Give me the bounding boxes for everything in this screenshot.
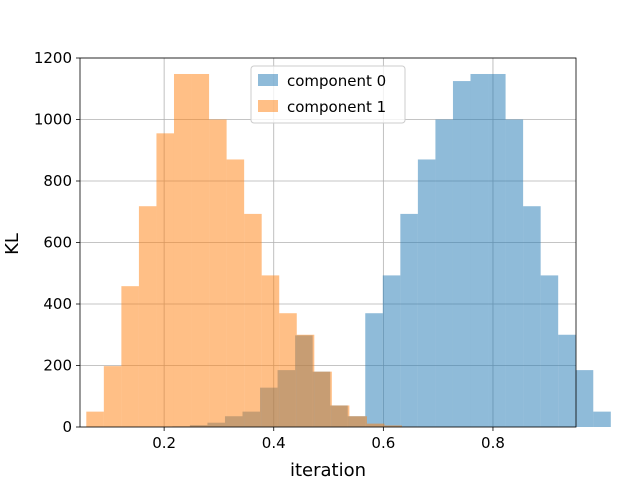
histogram-bar-component-0 (470, 73, 489, 428)
histogram-bar-component-0 (575, 370, 594, 427)
histogram-bar-component-1 (209, 119, 227, 427)
histogram-bar-component-1 (296, 334, 315, 427)
y-tick-label: 600 (43, 234, 72, 252)
histogram-bar-component-0 (417, 159, 436, 427)
y-tick-label: 800 (43, 172, 72, 190)
histogram-bar-component-1 (261, 275, 280, 427)
histogram-bar-component-1 (156, 133, 174, 427)
histogram-bar-component-1 (279, 313, 297, 427)
legend-label-component-0: component 0 (287, 72, 386, 90)
histogram-bar-component-0 (540, 275, 559, 427)
legend-box (250, 65, 406, 124)
histogram-bar-component-0 (382, 275, 401, 427)
histogram-bar-component-1 (244, 213, 262, 427)
histogram-bar-component-1 (173, 73, 192, 428)
histogram-bar-component-0 (365, 313, 383, 427)
y-tick-label: 400 (43, 295, 72, 313)
bars (86, 73, 611, 428)
x-tick-label: 0.6 (371, 434, 395, 452)
histogram-bar-component-1 (191, 73, 210, 428)
histogram-bar-component-1 (103, 366, 122, 427)
legend-swatch-component-0 (258, 74, 278, 86)
histogram-bar-component-1 (86, 411, 104, 427)
histogram-bar-component-0 (435, 119, 453, 427)
histogram-bar-component-0 (593, 411, 611, 427)
y-tick-label: 200 (43, 357, 72, 375)
axis-ticks: 0.2 0.4 0.6 0.8 0 200 400 600 800 1000 1200 (34, 49, 505, 452)
histogram-bar-component-1 (314, 371, 332, 427)
histogram-bar-component-1 (349, 416, 367, 427)
y-axis-label: KL (2, 233, 23, 255)
histogram-bar-component-1 (121, 286, 139, 427)
legend-swatch-component-1 (258, 100, 278, 112)
x-tick-label: 0.4 (262, 434, 286, 452)
y-tick-label: 1000 (34, 111, 72, 129)
histogram-bar-component-1 (366, 423, 385, 427)
histogram-bar-component-0 (400, 213, 418, 427)
histogram-bar-component-0 (452, 81, 471, 427)
histogram-bar-component-1 (331, 405, 350, 427)
histogram-bar-component-1 (138, 206, 157, 427)
histogram-bar-component-0 (488, 73, 506, 428)
y-tick-label: 1200 (34, 49, 72, 67)
legend: component 0 component 1 (250, 65, 406, 124)
histogram-bar-component-1 (384, 425, 402, 427)
x-tick-label: 0.8 (481, 434, 505, 452)
histogram-bar-component-0 (523, 206, 541, 427)
x-tick-label: 0.2 (152, 434, 176, 452)
x-axis-label: iteration (290, 460, 366, 480)
histogram-bar-component-1 (226, 159, 245, 427)
legend-label-component-1: component 1 (287, 98, 386, 116)
histogram-bar-component-0 (505, 119, 524, 427)
y-tick-label: 0 (62, 418, 72, 436)
histogram-bar-component-0 (558, 334, 576, 427)
